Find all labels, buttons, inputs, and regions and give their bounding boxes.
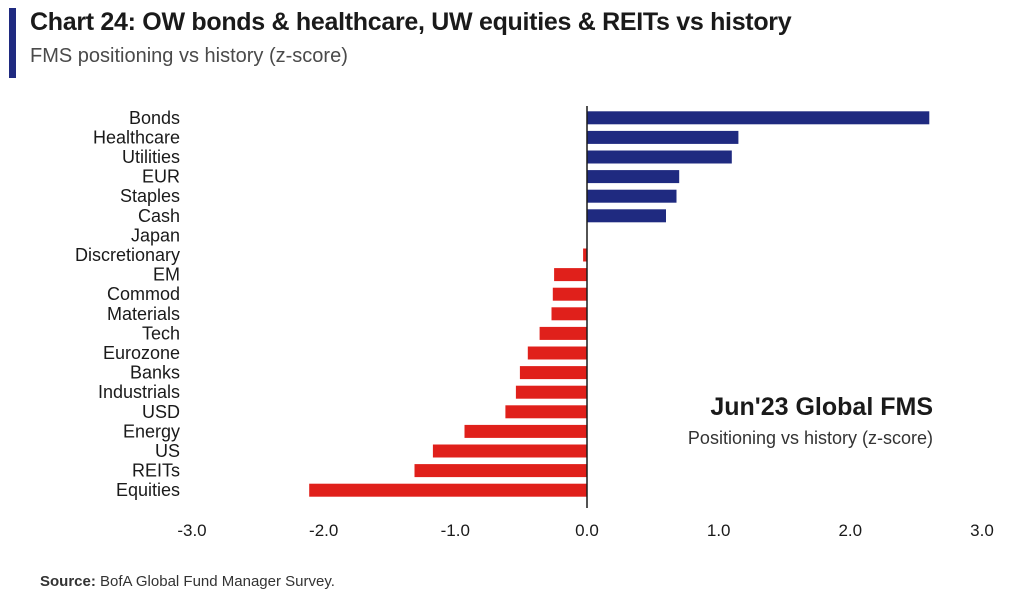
bar-reits [414, 464, 587, 478]
category-label-staples: Staples [120, 186, 180, 206]
category-label-reits: REITs [132, 461, 180, 481]
source-text: BofA Global Fund Manager Survey. [100, 573, 335, 590]
bar-energy [464, 424, 587, 438]
category-label-cash: Cash [138, 206, 180, 226]
x-tick-label: 2.0 [838, 521, 862, 540]
category-label-eurozone: Eurozone [103, 343, 180, 363]
source-note: Source: BofA Global Fund Manager Survey. [40, 573, 335, 590]
category-label-utilities: Utilities [122, 147, 180, 167]
bar-eur [587, 170, 680, 184]
category-label-us: US [155, 441, 180, 461]
x-tick-label: -1.0 [441, 521, 470, 540]
annotation-title: Jun'23 Global FMS [710, 393, 933, 421]
category-label-bonds: Bonds [129, 108, 180, 128]
x-tick-label: -2.0 [309, 521, 338, 540]
bar-materials [551, 307, 587, 321]
bar-staples [587, 189, 677, 203]
category-label-japan: Japan [131, 225, 180, 245]
x-tick-label: 3.0 [970, 521, 994, 540]
bars-layer [309, 111, 930, 497]
title-accent-bar [9, 8, 16, 78]
category-label-energy: Energy [123, 421, 180, 441]
category-label-tech: Tech [142, 323, 180, 343]
bar-equities [309, 483, 587, 497]
bar-commod [552, 287, 587, 301]
category-label-equities: Equities [116, 480, 180, 500]
bar-em [554, 268, 587, 282]
bar-eurozone [527, 346, 588, 360]
category-label-commod: Commod [107, 284, 180, 304]
x-tick-label: 0.0 [575, 521, 599, 540]
category-label-materials: Materials [107, 304, 180, 324]
bar-tech [539, 326, 587, 340]
bar-industrials [515, 385, 587, 399]
bar-discretionary [583, 248, 587, 262]
bar-healthcare [587, 130, 739, 144]
category-label-industrials: Industrials [98, 382, 180, 402]
x-tick-label: -3.0 [177, 521, 206, 540]
category-label-discretionary: Discretionary [75, 245, 180, 265]
category-label-em: EM [153, 265, 180, 285]
category-label-usd: USD [142, 402, 180, 422]
x-axis-ticks: -3.0 -2.0 -1.0 0.0 1.0 2.0 3.0 [177, 521, 993, 540]
chart-subtitle: FMS positioning vs history (z-score) [30, 45, 348, 67]
bar-banks [519, 366, 587, 380]
bar-bonds [587, 111, 930, 125]
category-label-banks: Banks [130, 363, 180, 383]
source-label: Source: [40, 573, 96, 590]
bar-us [432, 444, 587, 458]
chart-title: Chart 24: OW bonds & healthcare, UW equi… [30, 8, 792, 36]
annotation-subtitle: Positioning vs history (z-score) [688, 428, 933, 448]
category-labels: BondsHealthcareUtilitiesEURStaplesCashJa… [75, 108, 180, 500]
x-tick-label: 1.0 [707, 521, 731, 540]
bar-utilities [587, 150, 732, 164]
bar-cash [587, 209, 666, 223]
category-label-healthcare: Healthcare [93, 127, 180, 147]
bar-usd [505, 405, 587, 419]
category-label-eur: EUR [142, 167, 180, 187]
